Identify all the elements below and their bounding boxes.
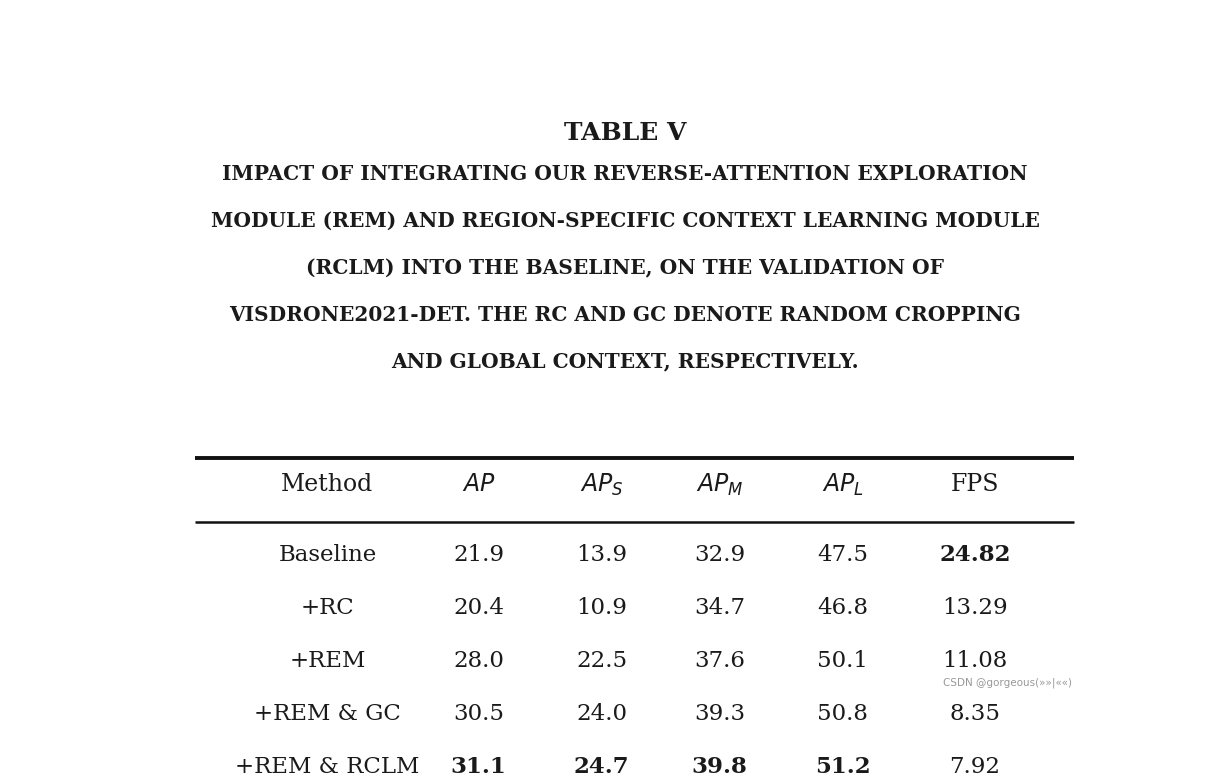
Text: 28.0: 28.0 (454, 650, 504, 672)
Text: AND GLOBAL CONTEXT, RESPECTIVELY.: AND GLOBAL CONTEXT, RESPECTIVELY. (392, 351, 859, 372)
Text: $AP$: $AP$ (462, 473, 495, 496)
Text: 13.29: 13.29 (942, 597, 1008, 619)
Text: 7.92: 7.92 (949, 756, 1000, 778)
Text: Baseline: Baseline (278, 544, 377, 566)
Text: (RCLM) INTO THE BASELINE, ON THE VALIDATION OF: (RCLM) INTO THE BASELINE, ON THE VALIDAT… (306, 258, 944, 278)
Text: IMPACT OF INTEGRATING OUR REVERSE-ATTENTION EXPLORATION: IMPACT OF INTEGRATING OUR REVERSE-ATTENT… (222, 164, 1028, 184)
Text: 30.5: 30.5 (453, 703, 504, 725)
Text: $AP_S$: $AP_S$ (580, 472, 623, 497)
Text: +REM: +REM (289, 650, 366, 672)
Text: 20.4: 20.4 (453, 597, 504, 619)
Text: TABLE V: TABLE V (564, 121, 687, 144)
Text: +REM & GC: +REM & GC (254, 703, 401, 725)
Text: CSDN @gorgeous(»»|««): CSDN @gorgeous(»»|««) (943, 677, 1071, 688)
Text: 8.35: 8.35 (949, 703, 1000, 725)
Text: FPS: FPS (950, 473, 999, 496)
Text: 37.6: 37.6 (694, 650, 745, 672)
Text: $AP_L$: $AP_L$ (822, 472, 864, 497)
Text: 21.9: 21.9 (453, 544, 504, 566)
Text: 51.2: 51.2 (815, 756, 871, 778)
Text: 34.7: 34.7 (694, 597, 745, 619)
Text: 11.08: 11.08 (943, 650, 1008, 672)
Text: 24.0: 24.0 (576, 703, 627, 725)
Text: 50.8: 50.8 (817, 703, 869, 725)
Text: 24.82: 24.82 (939, 544, 1011, 566)
Text: $AP_M$: $AP_M$ (697, 472, 743, 497)
Text: Method: Method (282, 473, 373, 496)
Text: 50.1: 50.1 (817, 650, 869, 672)
Text: 32.9: 32.9 (694, 544, 745, 566)
Text: VISDRONE2021-DET. THE RC AND GC DENOTE RANDOM CROPPING: VISDRONE2021-DET. THE RC AND GC DENOTE R… (229, 305, 1021, 325)
Text: 31.1: 31.1 (451, 756, 506, 778)
Text: 10.9: 10.9 (576, 597, 627, 619)
Text: MODULE (REM) AND REGION-SPECIFIC CONTEXT LEARNING MODULE: MODULE (REM) AND REGION-SPECIFIC CONTEXT… (211, 211, 1039, 231)
Text: 24.7: 24.7 (573, 756, 630, 778)
Text: 22.5: 22.5 (576, 650, 627, 672)
Text: 13.9: 13.9 (576, 544, 627, 566)
Text: 46.8: 46.8 (817, 597, 869, 619)
Text: +RC: +RC (300, 597, 354, 619)
Text: 39.8: 39.8 (692, 756, 748, 778)
Text: 47.5: 47.5 (817, 544, 869, 566)
Text: 39.3: 39.3 (694, 703, 745, 725)
Text: +REM & RCLM: +REM & RCLM (235, 756, 420, 778)
